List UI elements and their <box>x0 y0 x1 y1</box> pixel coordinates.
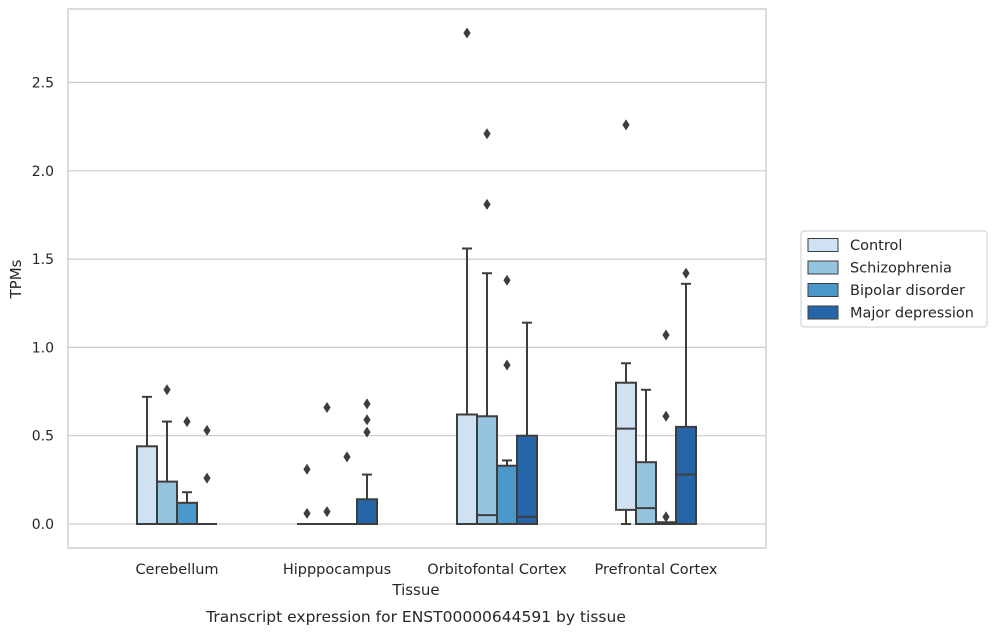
outlier-point <box>662 329 670 341</box>
outlier-point <box>163 384 171 396</box>
box-3-1 <box>356 398 378 525</box>
box-0-3 <box>615 119 637 525</box>
outlier-point <box>323 506 331 518</box>
y-tick-label: 0.0 <box>32 517 54 533</box>
outlier-point <box>203 472 211 484</box>
outlier-point <box>203 424 211 436</box>
box-body <box>456 413 478 525</box>
x-tick-label: Cerebellum <box>135 562 218 578</box>
legend-swatch <box>807 238 839 252</box>
outlier-point <box>483 198 491 210</box>
outlier-point <box>682 267 690 279</box>
x-tick-label: Prefrontal Cortex <box>595 562 718 578</box>
box-0-1 <box>297 463 317 525</box>
box-2-2 <box>496 274 518 525</box>
y-axis-label: TPMs <box>7 259 25 299</box>
y-tick-label: 2.0 <box>32 164 54 180</box>
outlier-point <box>463 27 471 39</box>
outlier-point <box>183 416 191 428</box>
legend-swatch <box>807 260 839 275</box>
outlier-point <box>363 414 371 426</box>
y-tick-label: 2.5 <box>32 76 54 92</box>
box-2-0 <box>176 416 198 526</box>
box-body <box>356 498 378 525</box>
box-body <box>615 381 637 511</box>
y-tick-label: 1.5 <box>32 252 54 268</box>
legend-swatch <box>807 283 839 297</box>
outlier-point <box>363 398 371 410</box>
outlier-point <box>662 511 670 523</box>
legend-swatch <box>807 305 839 320</box>
outlier-point <box>343 451 351 463</box>
box-0-2 <box>456 27 478 525</box>
outlier-point <box>622 119 630 131</box>
outlier-point <box>662 410 670 422</box>
outlier-point <box>503 274 511 286</box>
outlier-point <box>303 507 311 519</box>
legend-label: Schizophrenia <box>850 261 952 277</box>
outlier-point <box>303 463 311 475</box>
legend-frame <box>800 230 988 328</box>
box-1-3 <box>635 388 657 526</box>
outlier-point <box>323 401 331 413</box>
box-body <box>496 464 518 525</box>
box-1-1 <box>317 401 337 525</box>
outlier-point <box>483 128 491 140</box>
y-tick-labels: 0.0 0.5 1.0 1.5 2.0 2.5 <box>32 76 54 534</box>
box-2-1 <box>337 451 357 525</box>
box-body <box>156 480 178 525</box>
box-1-2 <box>476 128 498 525</box>
box-3-0 <box>197 424 217 525</box>
box-0-0 <box>136 395 158 525</box>
outlier-point <box>503 359 511 371</box>
y-tick-label: 0.5 <box>32 429 54 445</box>
box-body <box>476 415 498 525</box>
box-1-0 <box>156 384 178 525</box>
plot-frame <box>67 8 767 549</box>
box-3-3 <box>675 267 697 525</box>
legend-label: Major depression <box>850 306 974 322</box>
box-body <box>176 501 198 526</box>
x-tick-labels: Cerebellum Hipppocampus Orbitofontal Corte… <box>135 562 717 578</box>
y-tick-label: 1.0 <box>32 340 54 356</box>
box-2-3 <box>655 329 677 526</box>
gridlines <box>68 81 766 525</box>
x-tick-label: Hipppocampus <box>283 562 391 578</box>
outlier-point <box>363 426 371 438</box>
chart-caption: Transcript expression for ENST0000064459… <box>205 608 626 626</box>
x-tick-label: Orbitofontal Cortex <box>427 562 567 578</box>
legend: Control Schizophrenia Bipolar disorder Majo… <box>800 230 988 328</box>
box-3-2 <box>516 321 538 526</box>
legend-label: Control <box>850 238 902 254</box>
box-body <box>516 434 538 526</box>
boxes <box>136 27 697 526</box>
box-body <box>635 461 657 526</box>
box-body <box>136 445 158 525</box>
x-axis-label: Tissue <box>391 581 439 599</box>
legend-label: Bipolar disorder <box>850 283 965 299</box>
